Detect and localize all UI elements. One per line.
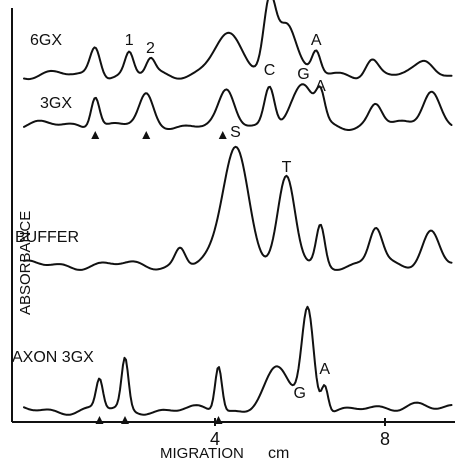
peak-label-6gx-2: 2 — [146, 40, 155, 57]
peak-label-3gx-4: G — [297, 66, 309, 83]
peak-label-3gx-3: C — [264, 62, 276, 79]
series-label-6gx: 6GX — [30, 32, 62, 49]
peak-label-6gx-6: A — [311, 32, 322, 49]
marker-3gx-2 — [218, 131, 227, 139]
peak-label-buffer-2: T — [282, 159, 292, 176]
axes: 4 8 MIGRATION cm ABSORBANCE — [11, 8, 455, 462]
marker-3gx-1 — [142, 131, 151, 139]
x-tick-label-4: 4 — [210, 429, 220, 449]
peak-label-6gx-4: C — [264, 0, 276, 1]
x-axis-label: MIGRATION — [160, 445, 244, 462]
peak-label-axon-3gx-4: G — [294, 385, 306, 402]
x-axis-unit: cm — [268, 445, 289, 462]
marker-axon-3gx-2 — [214, 416, 223, 424]
trace-6gx — [23, 0, 453, 81]
peak-label-axon-3gx-5: A — [319, 361, 330, 378]
y-axis-label: ABSORBANCE — [17, 211, 34, 315]
peak-label-3gx-5: A — [315, 78, 326, 95]
x-tick-label-8: 8 — [380, 429, 390, 449]
series-label-buffer: BUFFER — [15, 229, 79, 246]
trace-3gx — [23, 83, 453, 131]
trace-axon-3gx — [23, 305, 453, 416]
series-label-axon-3gx: AXON 3GX — [12, 349, 94, 366]
marker-3gx-0 — [91, 131, 100, 139]
peak-label-6gx-1: 1 — [125, 32, 134, 49]
marker-axon-3gx-0 — [95, 416, 104, 424]
trace-buffer — [23, 145, 453, 271]
peak-label-buffer-1: S — [230, 124, 241, 141]
series-label-3gx: 3GX — [40, 95, 72, 112]
marker-axon-3gx-1 — [121, 416, 129, 424]
